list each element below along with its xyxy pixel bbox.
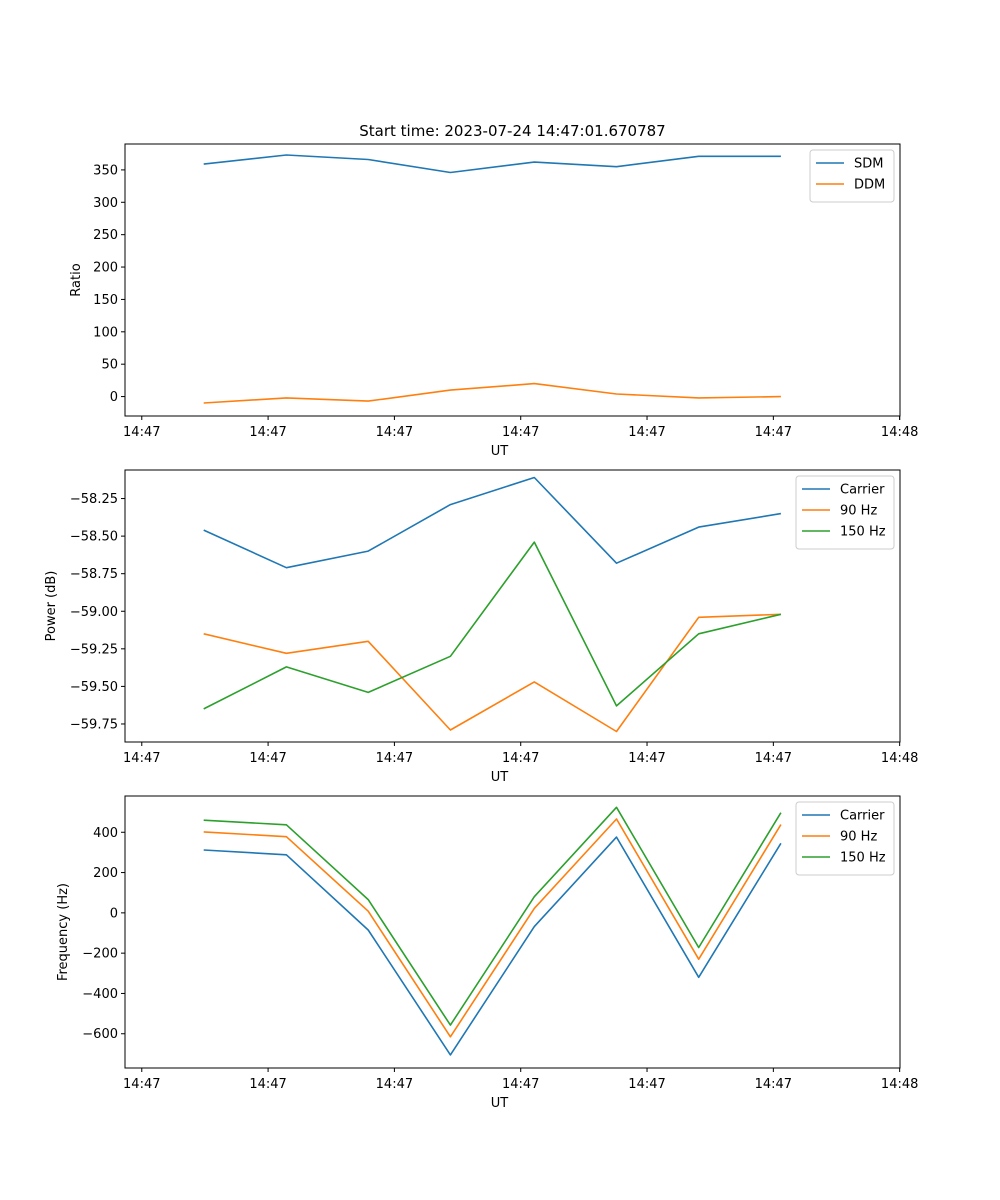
legend-label: SDM: [854, 157, 883, 172]
x-axis-label: UT: [491, 770, 509, 785]
y-tick-label: −58.75: [70, 567, 118, 582]
x-tick-label: 14:47: [502, 751, 539, 766]
x-tick-label: 14:47: [249, 1077, 286, 1092]
legend-label: 150 Hz: [840, 851, 886, 866]
y-tick-label: −59.00: [70, 605, 118, 620]
x-tick-label: 14:48: [881, 751, 918, 766]
series-line-150-hz: [203, 541, 782, 710]
series-line-carrier: [203, 476, 782, 569]
x-tick-label: 14:47: [502, 425, 539, 440]
x-tick-label: 14:47: [628, 425, 665, 440]
plot-frame: [124, 795, 901, 1069]
y-tick-label: 100: [93, 325, 118, 340]
y-tick-label: 400: [93, 826, 118, 841]
x-tick-label: 14:47: [755, 751, 792, 766]
x-tick-label: 14:47: [123, 1077, 160, 1092]
y-tick-label: 50: [101, 358, 118, 373]
chart-panel-2: −59.75 −59.50 −59.25 −59.00 −58.75 −58.50 −58.…: [44, 469, 918, 785]
y-tick-label: 150: [93, 293, 118, 308]
y-tick-label: 0: [110, 390, 118, 405]
series-line-150-hz: [203, 806, 782, 1026]
x-tick-label: 14:47: [376, 751, 413, 766]
y-tick-label: 300: [93, 196, 118, 211]
y-axis-label: Ratio: [69, 263, 84, 296]
x-tick-label: 14:47: [502, 1077, 539, 1092]
y-tick-label: −600: [82, 1027, 118, 1042]
x-tick-label: 14:47: [376, 1077, 413, 1092]
y-tick-label: −200: [82, 947, 118, 962]
y-tick-label: −59.50: [70, 680, 118, 695]
chart-panel-1: 0 50 100 150 200 250 300 350 14:47 14:47 14:47 14:4…: [69, 143, 918, 459]
y-tick-label: −59.25: [70, 642, 118, 657]
x-axis-label: UT: [491, 444, 509, 459]
x-tick-label: 14:48: [881, 1077, 918, 1092]
y-tick-label: 200: [93, 261, 118, 276]
x-tick-label: 14:47: [376, 425, 413, 440]
y-tick-label: −400: [82, 987, 118, 1002]
x-tick-label: 14:47: [755, 425, 792, 440]
y-tick-label: 250: [93, 228, 118, 243]
x-tick-label: 14:47: [249, 751, 286, 766]
series-line-90-hz: [203, 613, 781, 733]
legend-label: DDM: [854, 178, 885, 193]
y-tick-label: −58.25: [70, 492, 118, 507]
y-tick-label: 0: [110, 906, 118, 921]
series-line-carrier: [203, 836, 782, 1056]
plots-group: 0 50 100 150 200 250 300 350 14:47 14:47 14:47 14:4…: [44, 143, 918, 1111]
x-tick-label: 14:47: [628, 1077, 665, 1092]
x-axis-label: UT: [491, 1096, 509, 1111]
plot-frame: [124, 143, 901, 417]
y-tick-label: 200: [93, 866, 118, 881]
x-tick-label: 14:47: [123, 751, 160, 766]
figure-title: Start time: 2023-07-24 14:47:01.670787: [359, 122, 665, 140]
x-tick-label: 14:47: [628, 751, 665, 766]
legend-label: 150 Hz: [840, 525, 886, 540]
x-tick-label: 14:47: [123, 425, 160, 440]
x-tick-label: 14:48: [881, 425, 918, 440]
series-line-90-hz: [203, 818, 782, 1038]
y-axis-label: Power (dB): [44, 571, 59, 642]
plot-frame: [124, 469, 901, 743]
chart-panel-3: −600 −400 −200 0 200 400 14:47 14:47 14:47 14:47 1…: [56, 795, 918, 1111]
y-axis-label: Frequency (Hz): [56, 883, 71, 981]
y-tick-label: 350: [93, 163, 118, 178]
series-line-sdm: [203, 154, 781, 174]
legend-label: 90 Hz: [840, 504, 877, 519]
legend-label: Carrier: [840, 809, 885, 824]
y-tick-label: −59.75: [70, 717, 118, 732]
y-tick-label: −58.50: [70, 530, 118, 545]
legend-label: Carrier: [840, 483, 885, 498]
series-line-ddm: [203, 382, 781, 404]
legend-label: 90 Hz: [840, 830, 877, 845]
x-tick-label: 14:47: [249, 425, 286, 440]
x-tick-label: 14:47: [755, 1077, 792, 1092]
